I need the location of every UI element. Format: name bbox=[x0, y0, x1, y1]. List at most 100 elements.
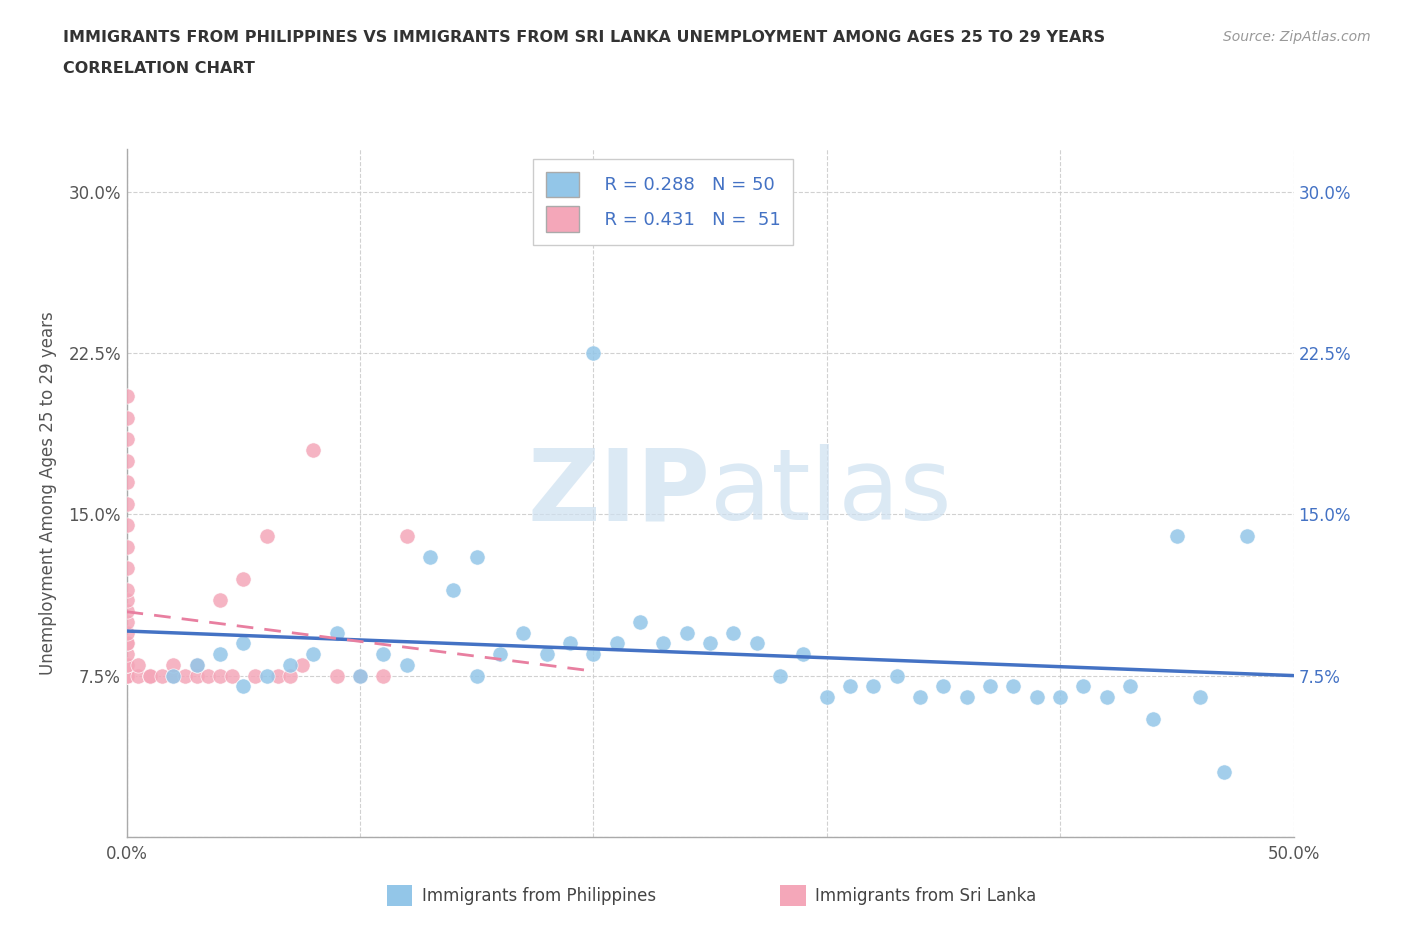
Point bbox=[256, 528, 278, 543]
Point bbox=[582, 646, 605, 661]
Point bbox=[1095, 690, 1118, 705]
Text: Source: ZipAtlas.com: Source: ZipAtlas.com bbox=[1223, 30, 1371, 44]
Point bbox=[232, 636, 254, 651]
Point bbox=[349, 669, 371, 684]
Point bbox=[1025, 690, 1047, 705]
Point bbox=[115, 539, 138, 554]
Point bbox=[465, 550, 488, 565]
Point bbox=[932, 679, 955, 694]
Point bbox=[267, 669, 290, 684]
Point bbox=[769, 669, 792, 684]
Point bbox=[115, 474, 138, 489]
Point bbox=[302, 443, 325, 458]
Point bbox=[174, 669, 197, 684]
Point bbox=[582, 346, 605, 361]
Point bbox=[290, 658, 312, 672]
Point bbox=[127, 658, 149, 672]
Text: Immigrants from Philippines: Immigrants from Philippines bbox=[422, 886, 657, 905]
Point bbox=[115, 636, 138, 651]
Point bbox=[1236, 528, 1258, 543]
Point bbox=[197, 669, 219, 684]
Text: ZIP: ZIP bbox=[527, 445, 710, 541]
Point bbox=[1119, 679, 1142, 694]
Point bbox=[1049, 690, 1071, 705]
Point bbox=[150, 669, 173, 684]
Point bbox=[115, 636, 138, 651]
Point bbox=[243, 669, 266, 684]
Point bbox=[139, 669, 162, 684]
Point bbox=[1002, 679, 1025, 694]
Point bbox=[723, 625, 745, 640]
Point bbox=[115, 646, 138, 661]
Point bbox=[419, 550, 441, 565]
Text: atlas: atlas bbox=[710, 445, 952, 541]
Point bbox=[908, 690, 931, 705]
Point bbox=[186, 658, 208, 672]
Point bbox=[278, 669, 301, 684]
Point bbox=[115, 410, 138, 425]
Point bbox=[115, 604, 138, 618]
Point bbox=[862, 679, 884, 694]
Point bbox=[208, 646, 231, 661]
Text: Immigrants from Sri Lanka: Immigrants from Sri Lanka bbox=[815, 886, 1036, 905]
Point bbox=[489, 646, 512, 661]
Point bbox=[115, 625, 138, 640]
Point bbox=[536, 646, 558, 661]
Point bbox=[115, 658, 138, 672]
Point bbox=[115, 497, 138, 512]
Text: CORRELATION CHART: CORRELATION CHART bbox=[63, 61, 254, 76]
Point bbox=[115, 669, 138, 684]
Text: IMMIGRANTS FROM PHILIPPINES VS IMMIGRANTS FROM SRI LANKA UNEMPLOYMENT AMONG AGES: IMMIGRANTS FROM PHILIPPINES VS IMMIGRANT… bbox=[63, 30, 1105, 45]
Point bbox=[115, 389, 138, 404]
Point bbox=[699, 636, 721, 651]
Point bbox=[256, 669, 278, 684]
Point bbox=[349, 669, 371, 684]
Point bbox=[232, 679, 254, 694]
Point bbox=[745, 636, 768, 651]
Point bbox=[115, 615, 138, 630]
Point bbox=[839, 679, 862, 694]
Point bbox=[979, 679, 1001, 694]
Point bbox=[139, 669, 162, 684]
Point bbox=[628, 615, 651, 630]
Point bbox=[127, 669, 149, 684]
Point bbox=[1189, 690, 1212, 705]
Point bbox=[652, 636, 675, 651]
Point bbox=[1073, 679, 1095, 694]
Point bbox=[115, 582, 138, 597]
Point bbox=[1212, 765, 1234, 780]
Point bbox=[162, 658, 184, 672]
Legend:   R = 0.288   N = 50,   R = 0.431   N =  51: R = 0.288 N = 50, R = 0.431 N = 51 bbox=[533, 159, 793, 245]
Point bbox=[115, 669, 138, 684]
Point bbox=[675, 625, 697, 640]
Point bbox=[815, 690, 838, 705]
Point bbox=[232, 571, 254, 587]
Point bbox=[325, 669, 347, 684]
Point bbox=[115, 593, 138, 608]
Point bbox=[395, 658, 418, 672]
Point bbox=[208, 669, 231, 684]
Point bbox=[139, 669, 162, 684]
Point bbox=[186, 658, 208, 672]
Point bbox=[115, 658, 138, 672]
Point bbox=[115, 669, 138, 684]
Point bbox=[395, 528, 418, 543]
Point bbox=[278, 658, 301, 672]
Point bbox=[115, 669, 138, 684]
Point bbox=[302, 646, 325, 661]
Point bbox=[1166, 528, 1188, 543]
Point bbox=[792, 646, 814, 661]
Point bbox=[162, 669, 184, 684]
Point bbox=[115, 561, 138, 576]
Point bbox=[325, 625, 347, 640]
Point bbox=[558, 636, 581, 651]
Point bbox=[956, 690, 979, 705]
Point bbox=[373, 669, 395, 684]
Point bbox=[441, 582, 464, 597]
Point bbox=[115, 432, 138, 446]
Point bbox=[115, 518, 138, 533]
Point bbox=[115, 658, 138, 672]
Point bbox=[1142, 711, 1164, 726]
Point bbox=[186, 669, 208, 684]
Point bbox=[221, 669, 243, 684]
